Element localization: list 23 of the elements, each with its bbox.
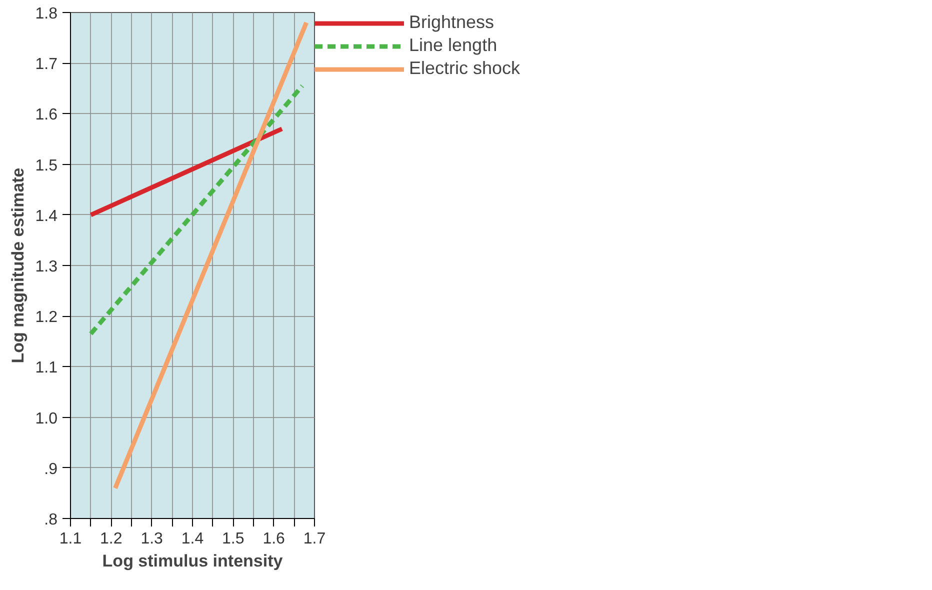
y-tick-label: 1.6 xyxy=(35,106,58,124)
y-tick-label: 1.0 xyxy=(35,410,58,428)
legend-label: Electric shock xyxy=(409,58,520,79)
x-tick-label: 1.7 xyxy=(303,530,326,548)
y-tick-label: .8 xyxy=(44,512,58,528)
y-axis-title: Log magnitude estimate xyxy=(8,168,28,364)
x-tick-label: 1.5 xyxy=(222,530,244,548)
y-tick-label: 1.4 xyxy=(35,208,58,225)
legend-label: Brightness xyxy=(409,12,494,33)
x-tick-label: 1.4 xyxy=(181,530,204,548)
y-tick-label: 1.3 xyxy=(35,258,58,276)
x-tick-label: 1.3 xyxy=(140,530,164,548)
x-axis-title: Log stimulus intensity xyxy=(102,552,284,570)
y-tick-label: .9 xyxy=(44,460,58,478)
y-tick-label: 1.8 xyxy=(35,6,58,22)
y-tick-label: 1.5 xyxy=(35,157,58,174)
legend-label: Line length xyxy=(409,35,498,56)
y-tick-label: 1.2 xyxy=(35,309,58,326)
y-tick-label: 1.7 xyxy=(35,56,58,74)
y-tick-label: 1.1 xyxy=(35,360,58,377)
x-tick-label: 1.1 xyxy=(59,530,82,548)
x-tick-label: 1.6 xyxy=(262,530,286,548)
x-tick-label: 1.2 xyxy=(100,530,122,548)
